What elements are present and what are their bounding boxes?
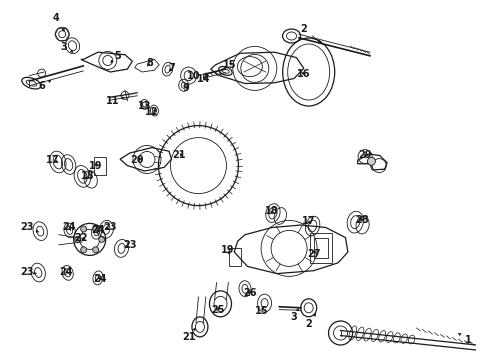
Text: 22: 22 xyxy=(74,233,88,243)
Bar xyxy=(314,238,328,258)
Text: 24: 24 xyxy=(91,225,105,235)
Circle shape xyxy=(93,247,98,253)
Text: 6: 6 xyxy=(38,80,51,91)
Text: 26: 26 xyxy=(243,288,257,298)
Circle shape xyxy=(98,237,105,242)
Bar xyxy=(229,248,241,266)
Text: 17: 17 xyxy=(302,216,316,226)
Text: 19: 19 xyxy=(89,161,102,171)
Text: 21: 21 xyxy=(172,150,186,160)
Text: 10: 10 xyxy=(187,71,200,81)
Text: 2: 2 xyxy=(300,24,320,43)
Circle shape xyxy=(81,247,87,253)
Text: 25: 25 xyxy=(211,305,225,315)
Text: 21: 21 xyxy=(182,328,196,342)
Text: 3: 3 xyxy=(291,309,298,322)
Text: 23: 23 xyxy=(20,267,36,277)
Bar xyxy=(95,157,106,175)
Circle shape xyxy=(81,226,87,232)
Text: 23: 23 xyxy=(103,222,117,232)
Text: 8: 8 xyxy=(146,58,153,68)
Text: 24: 24 xyxy=(94,274,107,284)
Text: 17: 17 xyxy=(46,155,60,165)
Text: 18: 18 xyxy=(81,171,95,181)
Text: 4: 4 xyxy=(53,13,64,31)
Text: 23: 23 xyxy=(20,222,39,232)
Text: 27: 27 xyxy=(307,249,320,259)
Text: 23: 23 xyxy=(123,240,137,250)
Text: 19: 19 xyxy=(221,245,235,255)
Text: 16: 16 xyxy=(297,69,311,79)
Text: 11: 11 xyxy=(106,96,125,106)
Text: 24: 24 xyxy=(62,222,75,232)
Text: 12: 12 xyxy=(145,107,159,117)
Text: 20: 20 xyxy=(130,155,144,165)
Text: 2: 2 xyxy=(305,314,316,329)
Text: 15: 15 xyxy=(222,60,236,70)
Text: 9: 9 xyxy=(183,83,190,93)
Text: 14: 14 xyxy=(196,74,210,84)
Text: 24: 24 xyxy=(59,267,73,277)
Text: 13: 13 xyxy=(138,101,151,111)
Text: 18: 18 xyxy=(265,206,279,216)
Text: 3: 3 xyxy=(60,42,73,52)
Circle shape xyxy=(74,237,81,242)
Text: 7: 7 xyxy=(168,63,175,73)
Text: 28: 28 xyxy=(355,215,368,225)
Text: 1: 1 xyxy=(459,333,471,345)
Text: 5: 5 xyxy=(111,51,121,62)
Circle shape xyxy=(93,226,98,232)
Circle shape xyxy=(368,157,375,165)
Text: 29: 29 xyxy=(358,150,372,160)
Text: 15: 15 xyxy=(255,306,269,316)
Bar xyxy=(310,233,332,264)
